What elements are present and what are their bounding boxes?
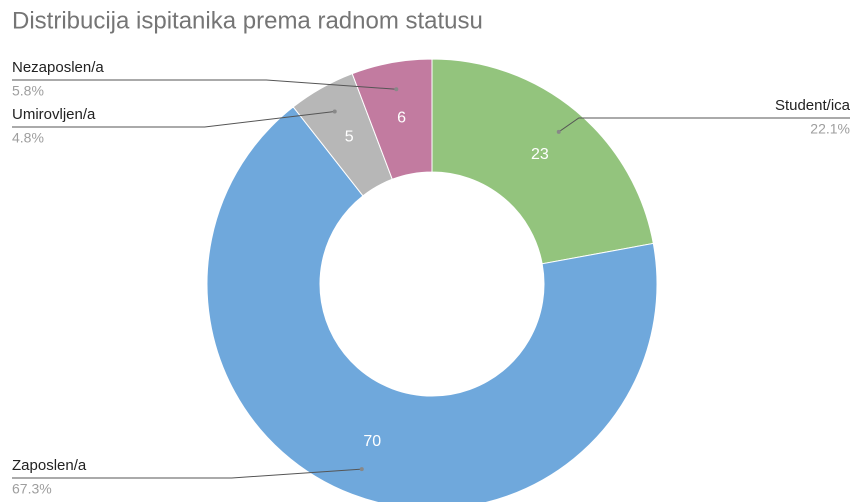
percent-label: 5.8% [12,83,44,99]
legend-label: Nezaposlen/a [12,59,104,76]
percent-label: 67.3% [12,481,52,497]
data-label: 6 [397,109,406,126]
leader-line [12,79,397,90]
leader-dot [332,109,337,114]
legend-label: Student/ica [775,97,851,114]
slice [431,58,654,265]
legend-label: Umirovljen/a [12,106,96,123]
percent-label: 22.1% [810,121,850,137]
legend-label: Zaposlen/a [12,457,87,474]
data-label: 5 [345,128,354,145]
leader-line [12,111,335,128]
percent-label: 4.8% [12,130,44,146]
data-label: 70 [363,433,381,450]
data-label: 23 [531,146,549,163]
leader-dot [359,467,364,472]
slice [206,106,658,502]
leader-line [12,468,362,479]
leader-line [558,117,850,133]
slice [351,58,433,180]
leader-dot [556,129,561,134]
leader-dot [394,87,399,92]
chart-title: Distribucija ispitanika prema radnom sta… [12,7,483,34]
